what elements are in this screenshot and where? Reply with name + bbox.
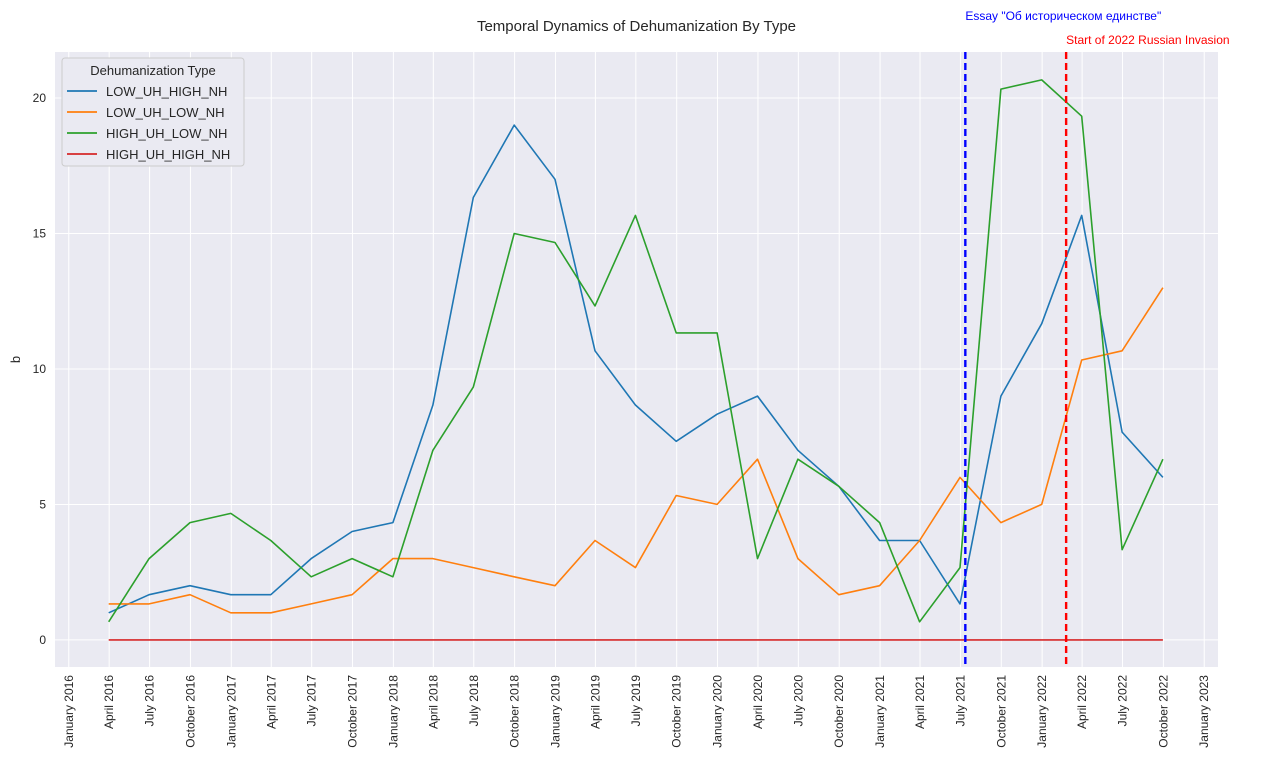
y-tick-label: 0 (39, 633, 46, 647)
legend-entry: HIGH_UH_LOW_NH (106, 126, 227, 141)
x-tick-label: April 2022 (1075, 675, 1089, 729)
x-tick-label: July 2021 (953, 675, 967, 727)
annotation-label: Start of 2022 Russian Invasion (1066, 33, 1229, 47)
y-tick-label: 20 (33, 91, 47, 105)
x-tick-label: April 2021 (913, 675, 927, 729)
series-line-high-uh-low-nh (108, 79, 1164, 623)
series-line-low-uh-high-nh (108, 124, 1164, 614)
x-tick-label: January 2017 (224, 675, 238, 748)
x-tick-label: January 2021 (873, 675, 887, 748)
legend-entry: LOW_UH_LOW_NH (106, 105, 224, 120)
x-tick-label: January 2016 (62, 675, 76, 748)
series-line-low-uh-low-nh (108, 287, 1164, 614)
x-tick-label: April 2019 (588, 675, 602, 729)
x-tick-label: July 2020 (791, 675, 805, 727)
x-tick-label: July 2022 (1116, 675, 1130, 727)
legend-entry: HIGH_UH_HIGH_NH (106, 147, 230, 162)
chart-title: Temporal Dynamics of Dehumanization By T… (477, 18, 796, 35)
x-tick-label: October 2017 (346, 675, 360, 748)
x-tick-label: January 2020 (711, 675, 725, 748)
y-tick-label: 15 (33, 227, 47, 241)
x-tick-label: January 2022 (1035, 675, 1049, 748)
x-tick-label: April 2018 (426, 675, 440, 729)
x-tick-label: January 2023 (1197, 675, 1211, 748)
legend-entry: LOW_UH_HIGH_NH (106, 84, 227, 99)
x-tick-label: October 2019 (670, 675, 684, 748)
x-tick-label: July 2019 (629, 675, 643, 727)
x-tick-label: October 2020 (832, 675, 846, 748)
y-tick-label: 10 (33, 362, 47, 376)
y-axis-label: b (8, 356, 23, 363)
legend-title: Dehumanization Type (90, 63, 216, 78)
x-axis-ticks: January 2016 April 2016 July 2016 October 2… (62, 675, 1211, 748)
x-tick-label: October 2016 (183, 675, 197, 748)
annotation-labels: Essay "Об историческом единстве" Start of… (965, 9, 1229, 47)
x-tick-label: October 2022 (1156, 675, 1170, 748)
x-tick-label: April 2017 (264, 675, 278, 729)
legend-box (61, 57, 245, 167)
x-tick-label: July 2017 (305, 675, 319, 727)
y-tick-label: 5 (39, 497, 46, 511)
annotation-label: Essay "Об историческом единстве" (965, 9, 1161, 23)
x-tick-label: October 2018 (508, 675, 522, 748)
annotation-lines (964, 52, 1068, 667)
x-tick-label: July 2018 (467, 675, 481, 727)
x-tick-label: April 2020 (751, 675, 765, 729)
x-tick-label: January 2018 (386, 675, 400, 748)
x-tick-label: October 2021 (994, 675, 1008, 748)
series-lines (108, 79, 1164, 641)
x-tick-label: July 2016 (143, 675, 157, 727)
legend: Dehumanization Type LOW_UH_HIGH_NH LOW_UH_… (61, 57, 245, 167)
y-axis-ticks: 0 5 10 15 20 (33, 91, 47, 647)
x-tick-label: April 2016 (102, 675, 116, 729)
x-tick-label: January 2019 (548, 675, 562, 748)
